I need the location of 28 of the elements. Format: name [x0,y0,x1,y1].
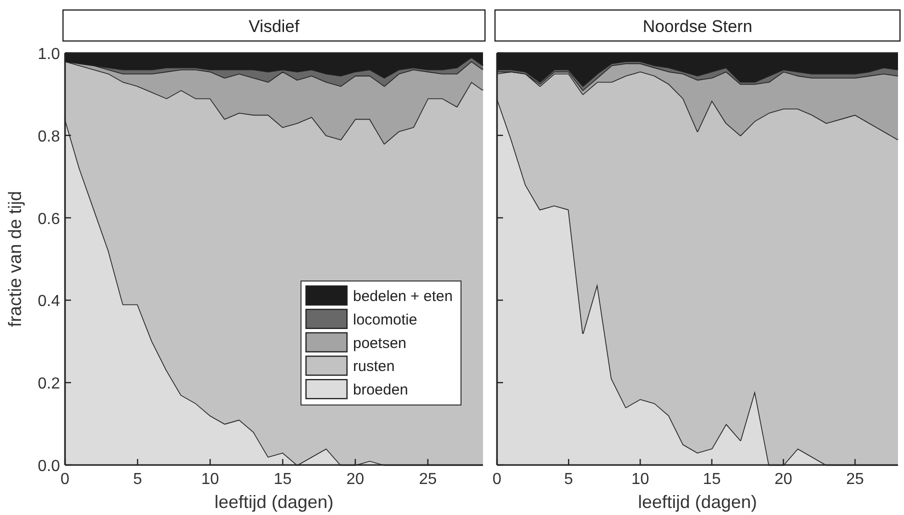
x-tick-label: 0 [492,471,502,488]
x-tick-label: 10 [631,471,650,488]
y-axis-title: fractie van de tijd [5,190,25,328]
y-tick-label: 0.2 [38,376,60,393]
y-tick-label: 0.8 [38,128,60,146]
x-tick-label: 20 [774,471,792,488]
y-tick-label: 0.0 [38,458,60,475]
legend-label: locomotie [353,311,418,328]
x-tick-label: 25 [418,471,437,488]
x-tick-label: 20 [346,471,364,488]
x-tick-label: 25 [846,471,864,488]
legend-label: poetsen [353,334,406,352]
x-tick-label: 0 [60,471,70,488]
legend-label: rusten [353,358,395,376]
legend-label: bedelen + eten [353,288,453,305]
chart-title: Visdief [248,17,300,36]
x-tick-label: 5 [564,471,574,488]
x-tick-label: 15 [702,471,721,488]
x-axis-title: leeftijd (dagen) [214,492,334,512]
x-axis-title: leeftijd (dagen) [638,492,758,512]
legend-label: broeden [353,382,408,399]
x-tick-label: 15 [274,471,292,488]
y-tick-label: 0.6 [38,210,60,228]
chart-title: Noordse Stern [642,17,752,36]
x-tick-label: 5 [133,471,142,488]
x-tick-label: 10 [201,471,220,488]
y-tick-label: 0.4 [38,293,60,310]
y-tick-label: 1.0 [38,46,60,63]
